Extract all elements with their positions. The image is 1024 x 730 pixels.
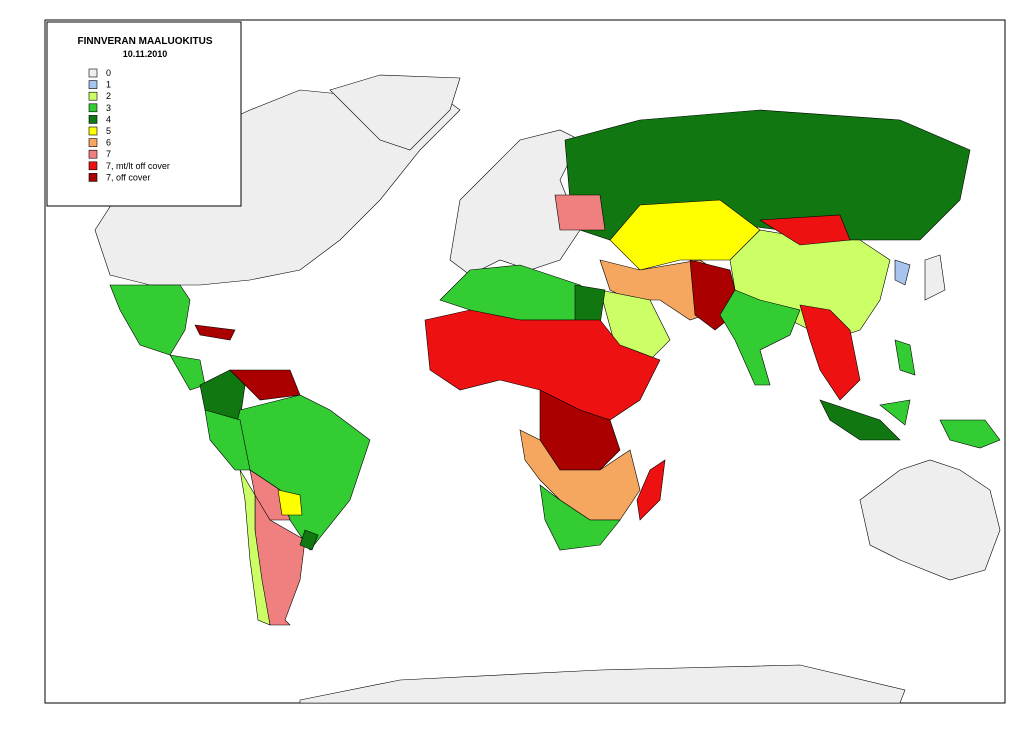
legend-swatch xyxy=(88,91,98,101)
borneo xyxy=(879,399,911,426)
japan xyxy=(924,254,946,301)
legend-label: 7, mt/lt off cover xyxy=(106,161,170,171)
ukraine xyxy=(554,194,606,231)
legend-label: 0 xyxy=(106,68,111,78)
legend-label: 4 xyxy=(106,114,111,124)
southern-africa xyxy=(519,429,641,521)
madagascar xyxy=(636,459,666,521)
legend-label: 7, off cover xyxy=(106,172,150,182)
indonesia xyxy=(819,399,901,441)
legend-label: 7 xyxy=(106,149,111,159)
legend-swatch xyxy=(88,68,98,78)
greenland xyxy=(329,74,461,151)
legend-label: 5 xyxy=(106,126,111,136)
regions xyxy=(94,74,1001,704)
europe xyxy=(449,129,581,276)
legend-date: 10.11.2010 xyxy=(123,49,168,59)
chile xyxy=(239,469,271,626)
egypt xyxy=(574,284,606,326)
legend-label: 3 xyxy=(106,103,111,113)
legend-swatch xyxy=(88,115,98,124)
australia xyxy=(859,459,1001,581)
legend-swatch xyxy=(88,161,98,171)
antarctica xyxy=(299,664,906,704)
india xyxy=(719,289,801,386)
south-africa xyxy=(539,484,621,551)
papua-new-guinea xyxy=(939,419,1001,449)
paraguay xyxy=(277,489,303,516)
legend-swatch xyxy=(88,138,98,147)
korea xyxy=(894,259,911,286)
peru xyxy=(204,409,251,471)
legend-label: 1 xyxy=(106,80,111,90)
legend-swatch xyxy=(88,126,98,136)
legend-swatch xyxy=(88,149,98,159)
legend-swatch xyxy=(88,173,98,182)
venezuela xyxy=(229,369,301,401)
legend-title: FINNVERAN MAALUOKITUS xyxy=(78,36,213,47)
legend-swatch xyxy=(88,80,98,89)
philippines xyxy=(894,339,916,376)
sahel xyxy=(424,309,661,421)
legend-box xyxy=(46,21,242,207)
cuba xyxy=(194,324,236,341)
legend-label: 6 xyxy=(106,138,111,148)
legend-label: 2 xyxy=(106,91,111,101)
mexico xyxy=(109,284,191,356)
uruguay xyxy=(299,529,319,551)
southeast-asia xyxy=(799,304,861,401)
legend-swatch xyxy=(88,103,98,113)
mongolia xyxy=(759,214,851,246)
